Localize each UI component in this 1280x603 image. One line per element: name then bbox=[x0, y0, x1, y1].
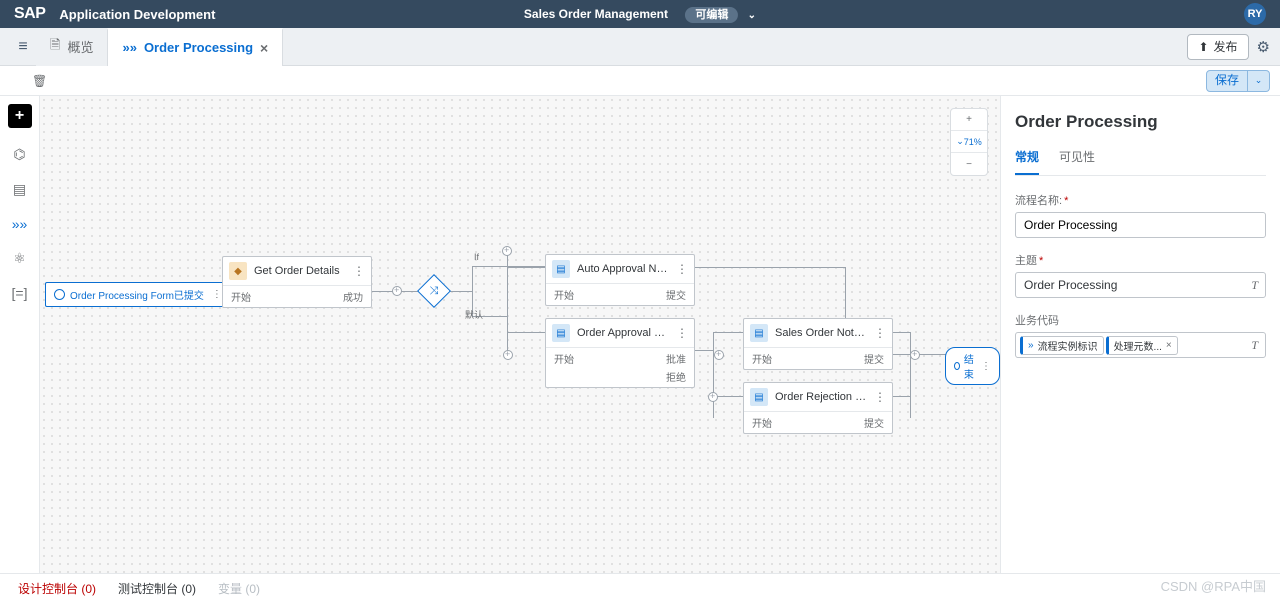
action-icon: ◆ bbox=[229, 262, 247, 280]
tab-bar: ≡ 🗎 概览 »» Order Processing × ⬆发布 ⚙ bbox=[0, 28, 1280, 66]
tab-overview[interactable]: 🗎 概览 bbox=[36, 28, 107, 66]
form-icon: ▤ bbox=[750, 324, 768, 342]
trigger-icon bbox=[54, 289, 65, 300]
avatar[interactable]: RY bbox=[1244, 3, 1266, 25]
panel-tabs: 常规 可见性 bbox=[1015, 148, 1266, 176]
menu-icon[interactable]: ≡ bbox=[10, 34, 36, 60]
field-subject: 主题 Order ProcessingT bbox=[1015, 252, 1266, 298]
tab-general[interactable]: 常规 bbox=[1015, 148, 1039, 175]
top-bar: SAP Application Development Sales Order … bbox=[0, 0, 1280, 28]
save-dropdown[interactable]: ⌄ bbox=[1248, 70, 1270, 92]
menu-icon[interactable]: ⋮ bbox=[212, 289, 222, 300]
menu-icon[interactable]: ⋮ bbox=[676, 326, 688, 340]
save-button-group: 保存 ⌄ bbox=[1206, 70, 1270, 92]
conn-dot[interactable] bbox=[910, 350, 920, 360]
trash-icon[interactable]: 🗑 bbox=[32, 74, 47, 88]
trigger-node[interactable]: Order Processing Form已提交 ⋮ bbox=[45, 282, 231, 307]
field-name: 流程名称: bbox=[1015, 192, 1266, 238]
tab-design-console[interactable]: 设计控制台 (0) bbox=[18, 580, 96, 597]
condition-node[interactable]: ⤨ bbox=[417, 274, 451, 308]
menu-icon[interactable]: ⋮ bbox=[874, 326, 886, 340]
node-title: Get Order Details bbox=[254, 265, 346, 277]
menu-icon[interactable]: ⋮ bbox=[874, 390, 886, 404]
sidebar: + ⌬ ▤ »» ⚛ [=] bbox=[0, 96, 40, 573]
toolbar: 🗑 保存 ⌄ bbox=[0, 66, 1280, 96]
conn-dot[interactable] bbox=[708, 392, 718, 402]
bottom-bar: 设计控制台 (0) 测试控制台 (0) 变量 (0) bbox=[0, 573, 1280, 603]
tab-active[interactable]: »» Order Processing × bbox=[107, 28, 283, 66]
menu-icon[interactable]: ⋮ bbox=[981, 361, 991, 372]
tab-visibility[interactable]: 可见性 bbox=[1059, 148, 1095, 175]
app-title: Application Development bbox=[59, 7, 215, 22]
label-name: 流程名称: bbox=[1015, 192, 1266, 208]
tab-active-label: Order Processing bbox=[144, 40, 253, 55]
end-label: 结束 bbox=[964, 351, 977, 381]
trigger-label: Order Processing Form已提交 bbox=[70, 287, 204, 302]
form-icon: ▤ bbox=[750, 388, 768, 406]
end-node[interactable]: 结束 ⋮ bbox=[945, 347, 1000, 385]
conn-dot[interactable] bbox=[714, 350, 724, 360]
input-name[interactable] bbox=[1015, 212, 1266, 238]
conn-dot[interactable] bbox=[503, 350, 513, 360]
conn-dot[interactable] bbox=[392, 286, 402, 296]
panel-title: Order Processing bbox=[1015, 112, 1266, 132]
variables-icon[interactable]: ⚛ bbox=[13, 250, 26, 267]
zoom-control: + ⌄ 71% − bbox=[950, 108, 988, 176]
publish-button[interactable]: ⬆发布 bbox=[1187, 34, 1248, 60]
zoom-in[interactable]: + bbox=[951, 109, 987, 131]
auto-approval-node[interactable]: ▤Auto Approval Notificatio..⋮ 开始提交 bbox=[545, 254, 695, 306]
chevron-down-icon[interactable]: ⌄ bbox=[748, 10, 756, 21]
field-bizcode: 业务代码 »流程实例标识 处理元数...× T bbox=[1015, 312, 1266, 358]
token-2[interactable]: 处理元数...× bbox=[1106, 336, 1178, 355]
flow-icon: »» bbox=[122, 40, 136, 55]
branch-icon: ⤨ bbox=[430, 285, 439, 298]
project-title: Sales Order Management 可编辑 ⌄ bbox=[524, 6, 756, 22]
node-title: Order Rejection Notificat.. bbox=[775, 391, 867, 403]
add-button[interactable]: + bbox=[8, 104, 32, 128]
approval-form-node[interactable]: ▤Order Approval Form⋮ 开始批准 拒绝 bbox=[545, 318, 695, 388]
label-bizcode: 业务代码 bbox=[1015, 312, 1266, 328]
input-bizcode[interactable]: »流程实例标识 处理元数...× T bbox=[1015, 332, 1266, 358]
menu-icon[interactable]: ⋮ bbox=[353, 264, 365, 278]
zoom-level[interactable]: ⌄ 71% bbox=[951, 131, 987, 153]
sap-logo: SAP bbox=[14, 5, 45, 23]
node-title: Auto Approval Notificatio.. bbox=[577, 263, 669, 275]
tree-icon[interactable]: ⌬ bbox=[13, 146, 25, 163]
details-panel: Order Processing 常规 可见性 流程名称: 主题 Order P… bbox=[1000, 96, 1280, 573]
watermark: CSDN @RPA中国 bbox=[1161, 576, 1266, 595]
canvas[interactable]: + ⌄ 71% − If 默认 bbox=[40, 96, 1000, 573]
if-label: If bbox=[474, 252, 479, 262]
form-icon: ▤ bbox=[552, 260, 570, 278]
get-order-node[interactable]: ◆ Get Order Details ⋮ 开始成功 bbox=[222, 256, 372, 308]
document-icon[interactable]: ▤ bbox=[13, 181, 26, 198]
default-label: 默认 bbox=[465, 308, 483, 321]
reject-notif-node[interactable]: ▤Order Rejection Notificat..⋮ 开始提交 bbox=[743, 382, 893, 434]
label-subject: 主题 bbox=[1015, 252, 1266, 268]
node-title: Order Approval Form bbox=[577, 327, 669, 339]
node-title: Sales Order Notification bbox=[775, 327, 867, 339]
upload-icon: ⬆ bbox=[1198, 40, 1208, 54]
conn-dot[interactable] bbox=[502, 246, 512, 256]
close-icon[interactable]: × bbox=[1166, 340, 1172, 351]
form-icon: ▤ bbox=[552, 324, 570, 342]
sales-notif-node[interactable]: ▤Sales Order Notification⋮ 开始提交 bbox=[743, 318, 893, 370]
menu-icon[interactable]: ⋮ bbox=[676, 262, 688, 276]
gear-icon[interactable]: ⚙ bbox=[1257, 38, 1270, 56]
tab-variables[interactable]: 变量 (0) bbox=[218, 580, 260, 597]
zoom-out[interactable]: − bbox=[951, 153, 987, 175]
brackets-icon[interactable]: [=] bbox=[12, 285, 28, 301]
main: + ⌬ ▤ »» ⚛ [=] + ⌄ 71% − If 默认 bbox=[0, 96, 1280, 573]
save-button[interactable]: 保存 bbox=[1206, 70, 1248, 92]
tab-test-console[interactable]: 测试控制台 (0) bbox=[118, 580, 196, 597]
flow-icon[interactable]: »» bbox=[12, 216, 28, 232]
input-subject[interactable]: Order ProcessingT bbox=[1015, 272, 1266, 298]
tab-overview-label: 概览 bbox=[67, 37, 93, 56]
document-icon: 🗎 bbox=[50, 36, 60, 58]
close-icon[interactable]: × bbox=[260, 40, 268, 56]
end-icon bbox=[954, 362, 960, 370]
token-1[interactable]: »流程实例标识 bbox=[1020, 336, 1104, 355]
status-pill[interactable]: 可编辑 bbox=[685, 7, 738, 23]
